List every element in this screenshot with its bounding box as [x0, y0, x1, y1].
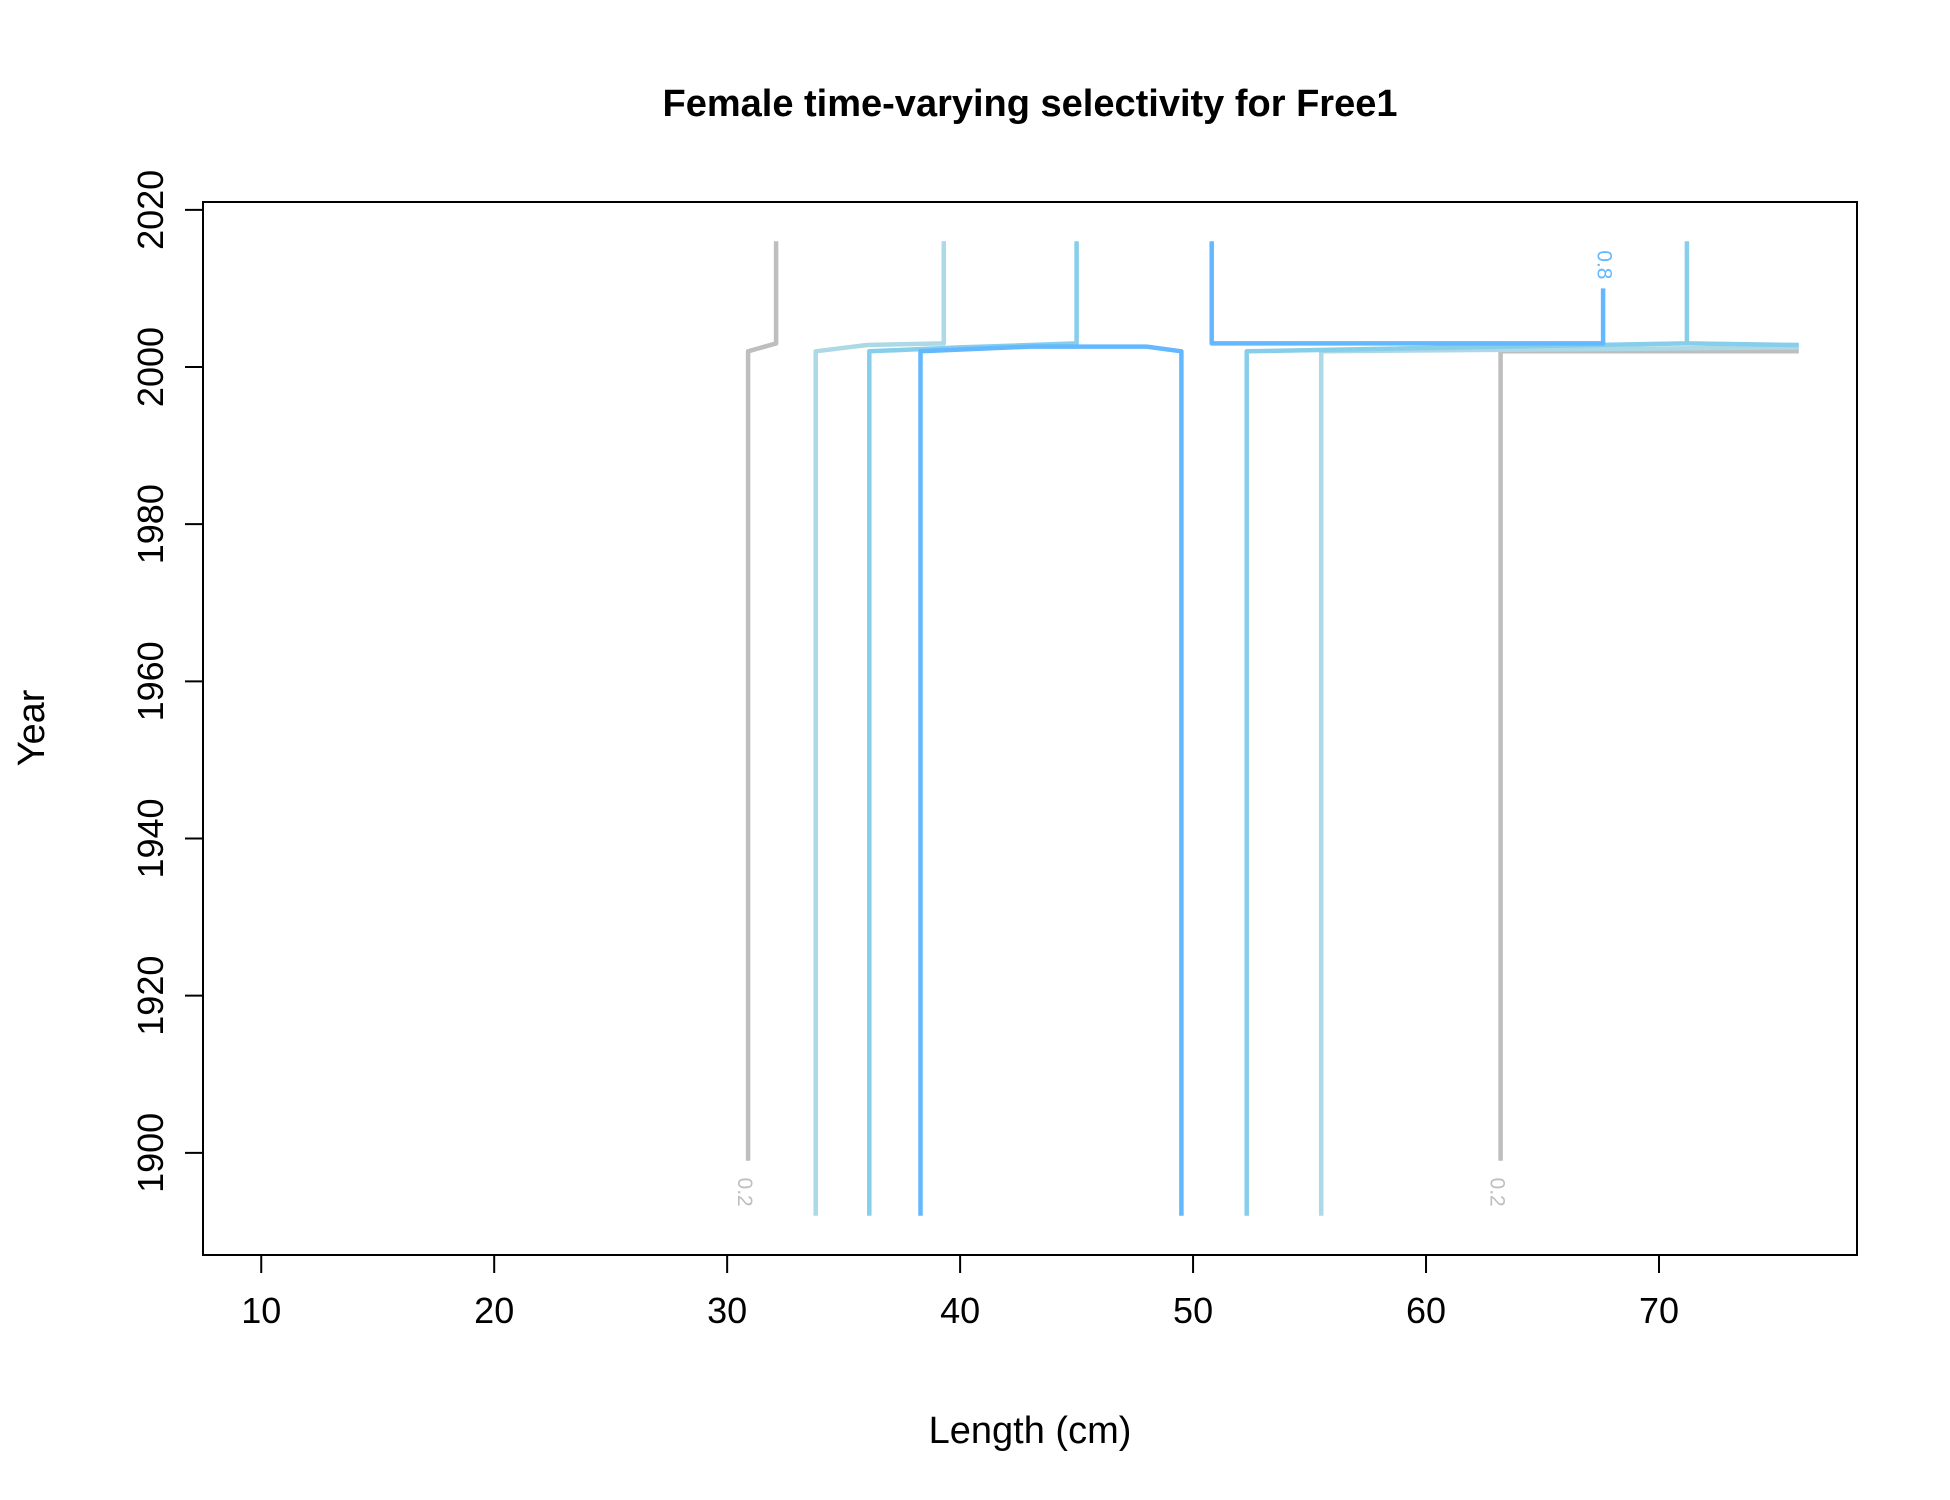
y-tick-label: 1920 [130, 956, 171, 1036]
contour-labels: 0.2 0.2 0.8 [733, 250, 1616, 1206]
x-tick-label: 10 [241, 1290, 281, 1331]
x-tick-label: 50 [1173, 1290, 1213, 1331]
x-axis: 10 20 30 40 50 60 70 [241, 1254, 1679, 1331]
contour-line-0.4 [1318, 345, 1799, 1216]
contour-line-0.6 [867, 241, 1079, 1216]
x-tick-label: 70 [1639, 1290, 1679, 1331]
chart-title: Female time-varying selectivity for Free… [663, 83, 1398, 125]
y-tick-label: 2020 [130, 170, 171, 250]
y-tick-label: 1900 [130, 1113, 171, 1193]
contour-line-0.2 [1498, 349, 1799, 1161]
y-tick-label: 1980 [130, 484, 171, 564]
contour-line-0.6 [1686, 341, 1799, 348]
x-tick-label: 20 [474, 1290, 514, 1331]
contour-line-0.6 [1244, 241, 1690, 1216]
contour-label: 0.2 [733, 1178, 756, 1207]
contour-line-0.8 [918, 344, 1184, 1216]
y-tick-label: 2000 [130, 327, 171, 407]
contour-label: 0.8 [1593, 250, 1616, 279]
x-axis-label: Length (cm) [929, 1410, 1132, 1452]
y-tick-label: 1960 [130, 641, 171, 721]
y-tick-label: 1940 [130, 798, 171, 878]
contour-line-0.4 [813, 241, 947, 1216]
x-tick-label: 30 [707, 1290, 747, 1331]
y-axis-label: Year [11, 689, 53, 766]
contour-line-0.8 [1209, 241, 1606, 346]
contour-label: 0.2 [1485, 1178, 1508, 1207]
x-tick-label: 40 [940, 1290, 980, 1331]
contour-lines [745, 241, 1799, 1216]
plot-frame [202, 201, 1858, 1256]
x-tick-label: 60 [1406, 1290, 1446, 1331]
contour-line-0.2 [745, 241, 779, 1161]
y-axis: 1900 1920 1940 1960 1980 2000 2020 [130, 170, 204, 1193]
